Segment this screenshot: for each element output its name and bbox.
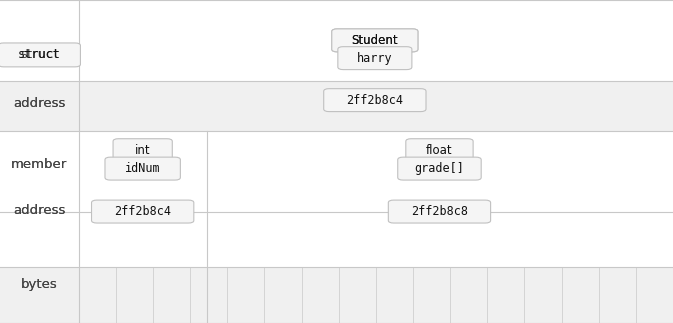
Text: struct: struct	[20, 48, 59, 61]
Text: grade[]: grade[]	[415, 162, 464, 175]
Text: int: int	[135, 144, 151, 157]
FancyBboxPatch shape	[388, 200, 491, 223]
FancyBboxPatch shape	[105, 157, 180, 180]
Text: bytes: bytes	[21, 278, 58, 291]
FancyBboxPatch shape	[332, 29, 418, 52]
FancyBboxPatch shape	[332, 29, 418, 52]
Text: 2ff2b8c8: 2ff2b8c8	[411, 205, 468, 218]
Bar	[0, 0, 673, 81]
FancyBboxPatch shape	[398, 157, 481, 180]
Bar	[0, 267, 673, 323]
Text: Student: Student	[351, 34, 398, 47]
Bar	[0, 81, 673, 131]
Text: address: address	[13, 97, 65, 110]
Text: address: address	[13, 204, 65, 217]
FancyBboxPatch shape	[92, 200, 194, 223]
FancyBboxPatch shape	[406, 139, 473, 162]
Text: float: float	[426, 144, 453, 157]
Text: bytes: bytes	[21, 278, 58, 291]
FancyBboxPatch shape	[324, 89, 426, 112]
Text: Student: Student	[351, 34, 398, 47]
Text: address: address	[13, 97, 65, 110]
Bar	[0, 212, 673, 267]
Text: harry: harry	[357, 52, 392, 65]
Text: 2ff2b8c4: 2ff2b8c4	[114, 205, 171, 218]
FancyBboxPatch shape	[338, 47, 412, 70]
FancyBboxPatch shape	[113, 139, 172, 162]
Bar	[0, 131, 673, 212]
Text: member: member	[11, 158, 67, 171]
Text: member: member	[11, 158, 67, 171]
Text: idNum: idNum	[125, 162, 160, 175]
FancyBboxPatch shape	[0, 43, 80, 67]
Text: address: address	[13, 204, 65, 217]
Text: struct: struct	[18, 48, 61, 61]
Text: 2ff2b8c4: 2ff2b8c4	[347, 94, 403, 107]
